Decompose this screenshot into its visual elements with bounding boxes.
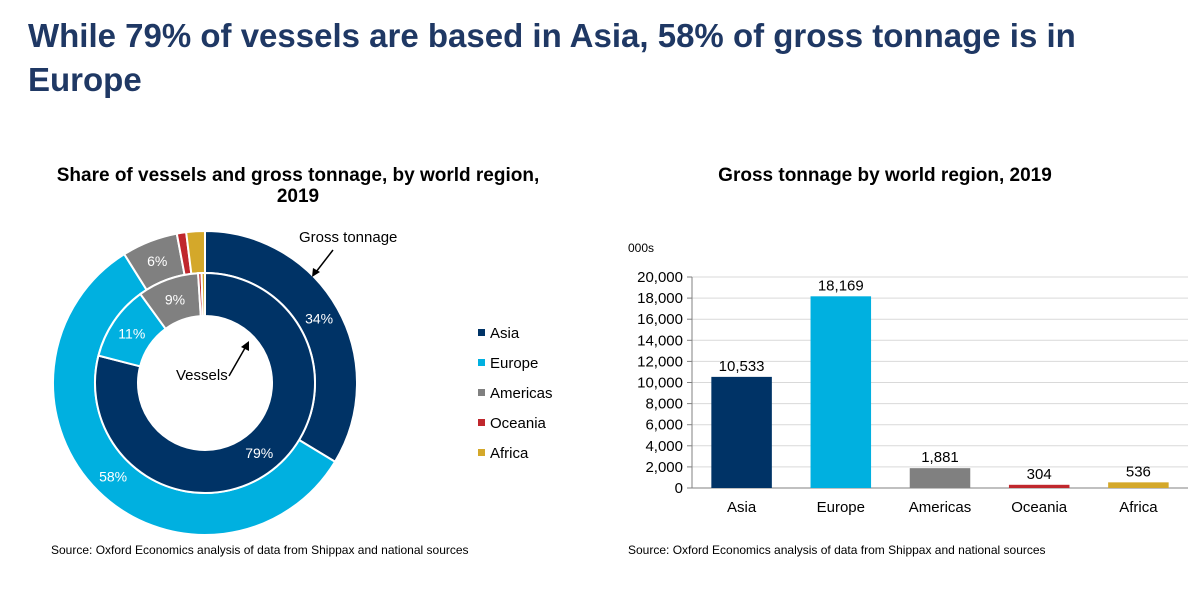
y-tick-label: 16,000: [637, 311, 683, 328]
y-tick-label: 14,000: [637, 332, 683, 349]
x-tick-label-oceania: Oceania: [1011, 499, 1068, 516]
y-tick-label: 10,000: [637, 375, 683, 392]
y-tick-label: 8,000: [645, 396, 683, 413]
donut-legend: Asia Europe Americas Oceania Africa: [478, 325, 553, 462]
x-tick-label-asia: Asia: [727, 499, 757, 516]
donut-label-gross-tonnage-americas: 6%: [147, 253, 167, 269]
bar-asia: [711, 376, 772, 488]
donut-label-vessels-americas: 9%: [165, 292, 185, 308]
donut-label-gross-tonnage-europe: 58%: [99, 468, 127, 484]
legend-label-asia: Asia: [490, 325, 520, 342]
bar-value-label-asia: 10,533: [719, 358, 765, 375]
page-headline: While 79% of vessels are based in Asia, …: [28, 17, 1076, 98]
bar-chart-title: Gross tonnage by world region, 2019: [718, 165, 1052, 186]
legend-label-africa: Africa: [490, 445, 529, 462]
gross-tonnage-arrow: [315, 249, 334, 273]
legend-label-americas: Americas: [490, 385, 553, 402]
legend-label-europe: Europe: [490, 355, 538, 372]
donut-slice-vessels-asia: [94, 271, 316, 494]
bar-value-label-americas: 1,881: [921, 449, 959, 466]
bar-unit-label: 000s: [628, 241, 654, 255]
y-tick-label: 2,000: [645, 459, 683, 476]
vessels-arrow: [228, 347, 246, 377]
y-tick-label: 4,000: [645, 438, 683, 455]
donut-chart-title: Share of vessels and gross tonnage, by w…: [56, 165, 540, 207]
legend-label-oceania: Oceania: [490, 415, 547, 432]
legend-swatch-africa: [478, 449, 485, 456]
donut-label-vessels-asia: 79%: [245, 445, 273, 461]
y-tick-label: 6,000: [645, 417, 683, 434]
x-tick-label-europe: Europe: [817, 499, 865, 516]
bar-oceania: [1008, 484, 1070, 488]
y-tick-label: 18,000: [637, 290, 683, 307]
bar-africa: [1108, 482, 1169, 488]
bar-source-note: Source: Oxford Economics analysis of dat…: [628, 543, 1046, 557]
x-tick-label-africa: Africa: [1119, 499, 1158, 516]
bar-value-label-oceania: 304: [1027, 466, 1052, 483]
donut-label-gross-tonnage-asia: 34%: [305, 311, 333, 327]
vessels-arrowhead: [241, 341, 249, 351]
y-tick-label: 12,000: [637, 353, 683, 370]
bar-americas: [909, 468, 971, 488]
donut-slice-vessels-africa: [200, 271, 206, 318]
bar-europe: [810, 296, 872, 488]
legend-swatch-oceania: [478, 419, 485, 426]
legend-swatch-europe: [478, 359, 485, 366]
bar-chart: 000s 0 2,000 4,000 6,000 8,000 10,000 12,000 14…: [628, 241, 1188, 516]
donut-chart: 34% 58% 6% 79% 11% 9% Gross tonnage Vessels A…: [52, 229, 553, 536]
y-tick-label: 0: [675, 480, 683, 497]
donut-label-vessels-europe: 11%: [118, 325, 145, 341]
gross-tonnage-annotation: Gross tonnage: [299, 229, 397, 246]
y-tick-label: 20,000: [637, 269, 683, 286]
bar-value-label-africa: 536: [1126, 463, 1151, 480]
legend-swatch-asia: [478, 329, 485, 336]
bar-value-label-europe: 18,169: [818, 277, 864, 294]
donut-source-note: Source: Oxford Economics analysis of dat…: [51, 543, 469, 557]
vessels-annotation: Vessels: [176, 367, 228, 384]
x-tick-label-americas: Americas: [909, 499, 972, 516]
legend-swatch-americas: [478, 389, 485, 396]
gross-tonnage-arrowhead: [312, 268, 320, 277]
